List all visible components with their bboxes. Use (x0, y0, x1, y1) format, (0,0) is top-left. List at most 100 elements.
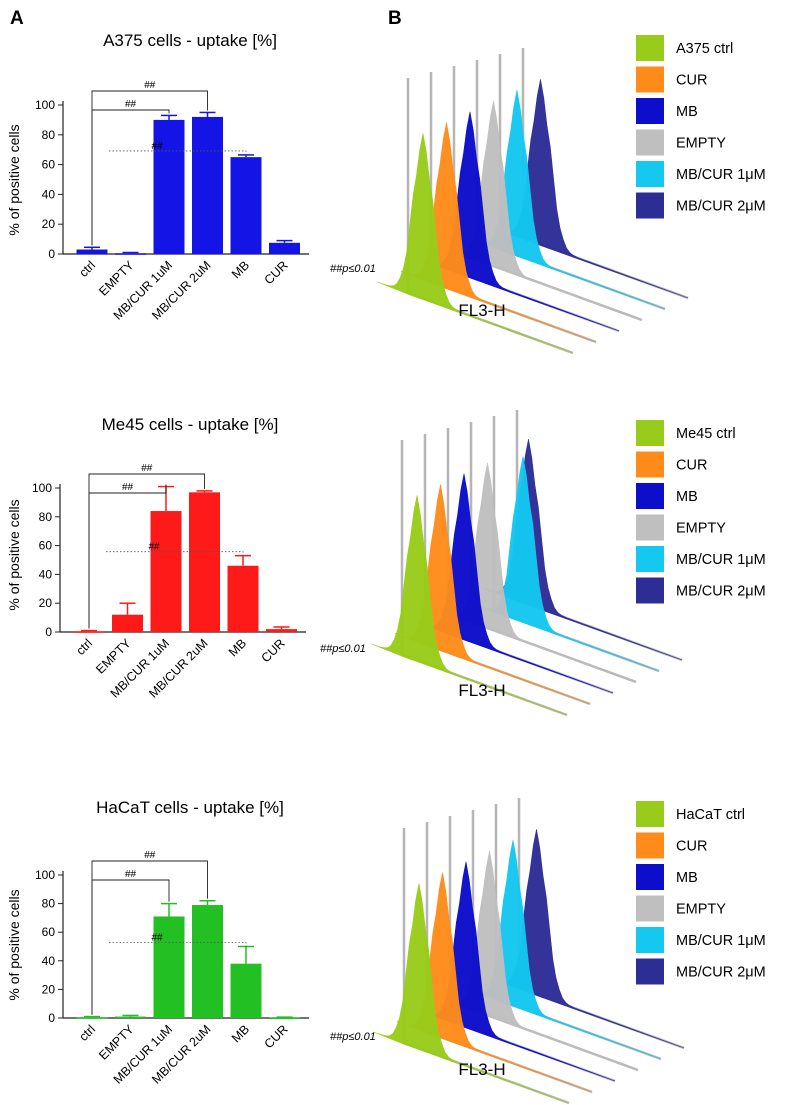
bar-mb-cur-2um (192, 905, 223, 1018)
legend-label: MB/CUR 2μM (676, 199, 766, 215)
histogram-trace-1 (377, 78, 574, 355)
y-tick-label: 100 (32, 481, 52, 495)
histogram-peak (377, 133, 574, 354)
legend-label: MB/CUR 2μM (676, 965, 766, 981)
histogram-trace-1 (371, 440, 568, 717)
legend-swatch (636, 98, 664, 124)
legend-swatch (636, 66, 664, 93)
bar-cur (266, 629, 297, 632)
bar-chart-3: HaCaT cells - uptake [%] % of positive ce… (6, 798, 376, 1087)
legend-label: MB/CUR 1μM (676, 167, 766, 183)
histogram-panel-1: FL3-H A375 ctrl CUR MB EMPTY MB/CUR 1μM MB/CUR… (377, 35, 766, 355)
significance-footnote: ##p≤0.01 (330, 1031, 376, 1043)
legend: HaCaT ctrl CUR MB EMPTY MB/CUR 1μM MB/CUR 2μM (636, 801, 766, 985)
significance-label: ## (144, 80, 156, 91)
significance-bracket-dotted (165, 942, 247, 949)
legend-swatch (636, 832, 664, 859)
legend-label: CUR (676, 73, 707, 89)
histogram-peak (371, 495, 568, 716)
bar-mb (230, 157, 262, 254)
significance-footnote: ##p≤0.01 (330, 263, 376, 275)
legend-label: CUR (676, 458, 707, 474)
legend-label: EMPTY (676, 521, 726, 537)
bar-ctrl (76, 249, 108, 254)
y-axis-label: % of positive cells (6, 124, 22, 235)
y-tick-label: 40 (39, 567, 53, 581)
histogram-panel-2: FL3-H Me45 ctrl CUR MB EMPTY MB/CUR 1μM MB/CUR… (371, 410, 766, 717)
significance-bracket (91, 879, 170, 1015)
x-tick-label: MB (229, 258, 252, 281)
legend: A375 ctrl CUR MB EMPTY MB/CUR 1μM MB/CUR 2μM (636, 35, 766, 219)
bar-mb-cur-1um (153, 916, 185, 1018)
y-tick-label: 80 (42, 128, 56, 142)
y-tick-label: 0 (45, 625, 52, 639)
x-tick-label: CUR (262, 1022, 291, 1051)
bar-ctrl (73, 631, 105, 633)
legend-swatch (636, 483, 664, 509)
bar-mb-cur-1um (150, 511, 182, 632)
x-tick-label: ctrl (73, 636, 95, 658)
legend-swatch (636, 420, 664, 446)
histogram-xlabel: FL3-H (458, 301, 505, 320)
bar-mb-cur-2um (192, 116, 223, 254)
significance-label: ## (144, 850, 156, 861)
significance-bracket-dotted (165, 150, 247, 157)
legend-label: MB (676, 489, 698, 505)
legend-swatch (636, 35, 664, 61)
legend-label: HaCaT ctrl (676, 807, 745, 823)
histogram-peak (477, 456, 660, 672)
y-axis-label: % of positive cells (6, 499, 22, 610)
bar-mb-cur-2um (189, 492, 220, 632)
chart-title: HaCaT cells - uptake [%] (96, 798, 284, 817)
histogram-peak (373, 883, 570, 1104)
legend-swatch (636, 192, 664, 219)
x-tick-label: MB (229, 1022, 252, 1045)
legend-swatch (636, 546, 664, 572)
y-tick-label: 0 (48, 1011, 55, 1025)
significance-label: ## (151, 933, 163, 944)
y-tick-label: 40 (42, 954, 56, 968)
legend-label: CUR (676, 839, 707, 855)
y-tick-label: 0 (48, 247, 55, 261)
histogram-panels: FL3-H A375 ctrl CUR MB EMPTY MB/CUR 1μM MB/CUR… (371, 35, 766, 1105)
bar-empty (115, 1016, 146, 1019)
legend-swatch (636, 577, 664, 604)
y-tick-label: 20 (42, 982, 56, 996)
bar-mb (227, 565, 259, 632)
y-tick-label: 80 (42, 897, 56, 911)
x-tick-label: ctrl (76, 1022, 98, 1044)
panel-label-b: B (388, 8, 402, 29)
legend-swatch (636, 129, 664, 156)
legend-label: EMPTY (676, 902, 726, 918)
y-tick-label: 40 (42, 187, 56, 201)
significance-label: ## (141, 463, 153, 474)
legend-swatch (636, 801, 664, 827)
panel-label-a: A (10, 8, 24, 29)
y-tick-label: 100 (35, 98, 55, 112)
legend-swatch (636, 864, 664, 890)
legend-swatch (636, 958, 664, 985)
legend-label: MB (676, 870, 698, 886)
bar-charts: A375 cells - uptake [%] % of positive cel… (6, 31, 376, 1087)
significance-bracket (91, 109, 170, 246)
bar-empty (112, 614, 143, 632)
histogram-trace-1 (373, 828, 570, 1105)
significance-bracket-dotted (162, 551, 244, 558)
legend: Me45 ctrl CUR MB EMPTY MB/CUR 1μM MB/CUR 2μM (636, 420, 766, 604)
y-tick-label: 20 (42, 217, 56, 231)
bar-ctrl (76, 1017, 108, 1019)
chart-title: Me45 cells - uptake [%] (102, 415, 279, 434)
legend-swatch (636, 895, 664, 922)
bar-cur (269, 242, 300, 254)
bar-cur (269, 1017, 300, 1020)
significance-bracket (91, 860, 208, 1015)
legend-swatch (636, 514, 664, 541)
legend-swatch (636, 451, 664, 478)
legend-label: EMPTY (676, 136, 726, 152)
legend-label: MB/CUR 2μM (676, 584, 766, 600)
x-tick-label: ctrl (76, 258, 98, 280)
significance-footnote: ##p≤0.01 (320, 643, 366, 655)
bar-mb-cur-1um (153, 119, 185, 255)
legend-swatch (636, 161, 664, 187)
